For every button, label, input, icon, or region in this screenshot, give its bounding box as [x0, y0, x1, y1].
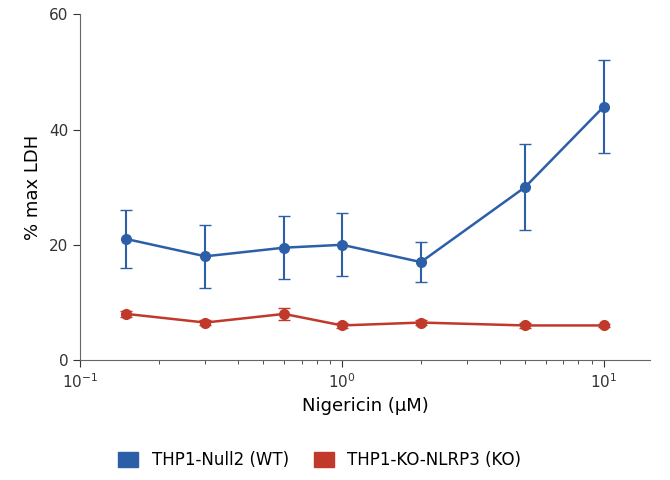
Y-axis label: % max LDH: % max LDH	[24, 134, 42, 240]
Legend: THP1-Null2 (WT), THP1-KO-NLRP3 (KO): THP1-Null2 (WT), THP1-KO-NLRP3 (KO)	[111, 444, 528, 476]
X-axis label: Nigericin (μM): Nigericin (μM)	[302, 397, 429, 416]
